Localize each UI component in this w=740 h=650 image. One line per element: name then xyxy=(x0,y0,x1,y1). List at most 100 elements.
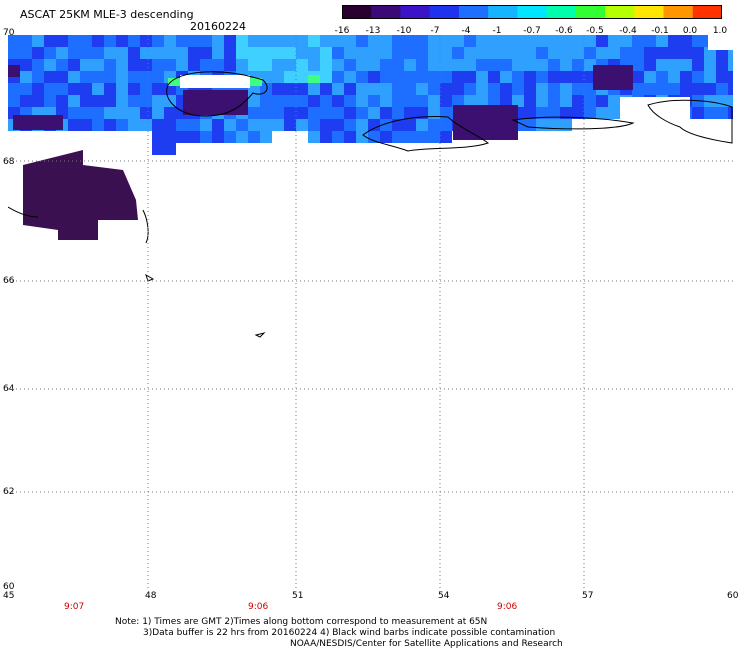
wind-cell xyxy=(20,95,32,107)
wind-cell xyxy=(68,71,80,83)
colorbar-segment xyxy=(575,5,606,19)
wind-cell xyxy=(404,71,416,83)
wind-map xyxy=(8,35,733,590)
note-line-1: Note: 1) Times are GMT 2)Times along bot… xyxy=(115,617,488,627)
wind-cell xyxy=(344,131,356,143)
wind-cell xyxy=(728,59,733,71)
wind-cell xyxy=(296,35,308,47)
wind-cell xyxy=(356,107,368,119)
wind-cell xyxy=(320,71,332,83)
wind-cell xyxy=(536,107,548,119)
wind-cell xyxy=(80,71,92,83)
wind-cell xyxy=(308,131,320,143)
wind-cell xyxy=(164,131,176,143)
wind-cell xyxy=(728,95,733,107)
colorbar-label: -0.6 xyxy=(555,26,573,36)
wind-cell xyxy=(440,71,452,83)
wind-cell xyxy=(140,107,152,119)
wind-cell xyxy=(668,47,680,59)
wind-cell xyxy=(344,47,356,59)
low-wind-patch xyxy=(453,105,518,140)
wind-cell xyxy=(200,47,212,59)
wind-cell xyxy=(320,119,332,131)
wind-cell xyxy=(404,59,416,71)
wind-cell xyxy=(512,83,524,95)
wind-cell xyxy=(272,59,284,71)
wind-cell xyxy=(452,83,464,95)
wind-cell xyxy=(464,83,476,95)
no-data-gap xyxy=(180,75,250,88)
wind-cell xyxy=(260,131,272,143)
wind-cell xyxy=(704,59,716,71)
wind-cell xyxy=(272,71,284,83)
wind-cell xyxy=(536,59,548,71)
footnotes: Note: 1) Times are GMT 2)Times along bot… xyxy=(115,617,563,650)
colorbar-label: -4 xyxy=(461,26,471,36)
wind-cell xyxy=(80,35,92,47)
wind-cell xyxy=(452,71,464,83)
wind-cell xyxy=(320,95,332,107)
low-wind-patch xyxy=(23,150,138,240)
wind-cell xyxy=(476,35,488,47)
wind-cell xyxy=(500,95,512,107)
map-date: 20160224 xyxy=(190,20,246,33)
wind-cell xyxy=(680,35,692,47)
wind-cell xyxy=(68,119,80,131)
wind-cell xyxy=(92,83,104,95)
wind-cell xyxy=(200,35,212,47)
wind-cell xyxy=(728,107,733,119)
wind-cell xyxy=(380,83,392,95)
note-line-3: NOAA/NESDIS/Center for Satellite Applica… xyxy=(290,639,563,649)
x-axis-label: 60 xyxy=(727,591,739,601)
wind-cell xyxy=(716,107,728,119)
wind-cell xyxy=(476,95,488,107)
wind-cell xyxy=(296,59,308,71)
time-label: 9:07 xyxy=(64,602,85,612)
wind-cell xyxy=(584,47,596,59)
wind-cell xyxy=(284,47,296,59)
colorbar-label: 1.0 xyxy=(712,26,728,36)
wind-cell xyxy=(416,107,428,119)
wind-cell xyxy=(380,35,392,47)
wind-cell xyxy=(416,95,428,107)
wind-cell xyxy=(8,47,20,59)
wind-cell xyxy=(80,107,92,119)
wind-cell xyxy=(344,107,356,119)
colorbar-segment xyxy=(371,5,401,19)
x-axis-label: 51 xyxy=(292,591,304,601)
no-data-gap xyxy=(620,97,690,127)
wind-cell xyxy=(128,47,140,59)
wind-cell xyxy=(404,83,416,95)
wind-cell xyxy=(308,59,320,71)
wind-cell xyxy=(536,35,548,47)
wind-cell xyxy=(80,59,92,71)
wind-cell xyxy=(428,59,440,71)
wind-cell xyxy=(152,95,164,107)
wind-cell xyxy=(272,95,284,107)
wind-cell xyxy=(524,47,536,59)
wind-cell xyxy=(632,47,644,59)
wind-cell xyxy=(296,95,308,107)
x-axis-label: 57 xyxy=(582,591,594,601)
wind-cell xyxy=(560,59,572,71)
wind-cell xyxy=(728,71,733,83)
wind-cell xyxy=(44,95,56,107)
wind-cell xyxy=(56,59,68,71)
wind-cell xyxy=(80,119,92,131)
wind-cell xyxy=(308,75,320,83)
wind-cell xyxy=(632,71,644,83)
wind-cell xyxy=(332,107,344,119)
wind-cell xyxy=(284,107,296,119)
wind-cell xyxy=(452,47,464,59)
colorbar-label: 0.0 xyxy=(682,26,698,36)
wind-cell xyxy=(668,59,680,71)
wind-cell xyxy=(644,47,656,59)
wind-cell xyxy=(8,35,20,47)
wind-cell xyxy=(368,59,380,71)
wind-cell xyxy=(164,143,176,155)
wind-cell xyxy=(188,131,200,143)
wind-cell xyxy=(308,119,320,131)
colorbar xyxy=(342,5,722,19)
wind-cell xyxy=(416,35,428,47)
wind-cell xyxy=(392,47,404,59)
